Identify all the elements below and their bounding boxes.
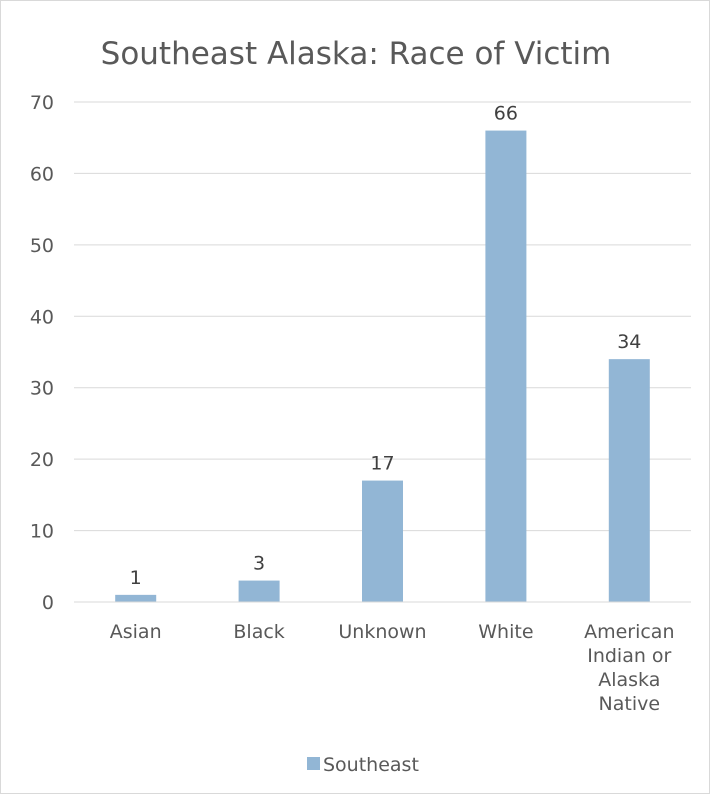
x-tick-label-asian: Asian xyxy=(110,621,162,643)
data-label-asian: 1 xyxy=(130,567,142,589)
x-tick-label-white: White xyxy=(478,621,533,643)
y-axis-tick-labels: 0 10 20 30 40 50 60 70 xyxy=(30,92,54,614)
y-tick-label-0: 0 xyxy=(42,592,54,614)
chart-title: Southeast Alaska: Race of Victim xyxy=(101,36,612,72)
legend-swatch-southeast xyxy=(307,757,320,770)
data-label-white: 66 xyxy=(494,103,518,125)
x-tick-label-american-indian-or-alaska-native: American Indian or Alaska Native xyxy=(584,621,674,715)
data-labels: 1 3 17 66 34 xyxy=(130,103,642,589)
y-tick-label-20: 20 xyxy=(30,449,54,471)
data-label-american-indian-or-alaska-native: 34 xyxy=(617,331,641,353)
legend-label-southeast: Southeast xyxy=(323,754,419,776)
data-label-unknown: 17 xyxy=(370,453,394,475)
y-tick-label-70: 70 xyxy=(30,92,54,114)
y-tick-label-10: 10 xyxy=(30,521,54,543)
legend: Southeast xyxy=(307,754,419,776)
y-tick-label-40: 40 xyxy=(30,306,54,328)
bar-unknown xyxy=(362,480,403,602)
bar-american-indian-or-alaska-native xyxy=(608,359,650,602)
data-label-black: 3 xyxy=(253,553,265,575)
y-tick-label-30: 30 xyxy=(30,378,54,400)
gridlines xyxy=(74,101,691,532)
bar-asian xyxy=(115,594,157,602)
bars xyxy=(115,130,650,603)
x-tick-label-unknown: Unknown xyxy=(338,621,426,643)
bar-white xyxy=(485,130,527,603)
y-tick-label-50: 50 xyxy=(30,235,54,257)
y-tick-label-60: 60 xyxy=(30,163,54,185)
bar-black xyxy=(238,580,280,602)
x-tick-label-black: Black xyxy=(233,621,284,643)
x-axis: Asian Black Unknown White American Indian or A… xyxy=(74,601,691,715)
